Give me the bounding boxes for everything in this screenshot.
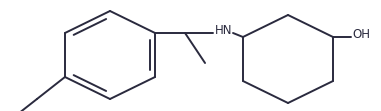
Text: HN: HN bbox=[215, 25, 232, 38]
Text: OH: OH bbox=[352, 29, 370, 42]
